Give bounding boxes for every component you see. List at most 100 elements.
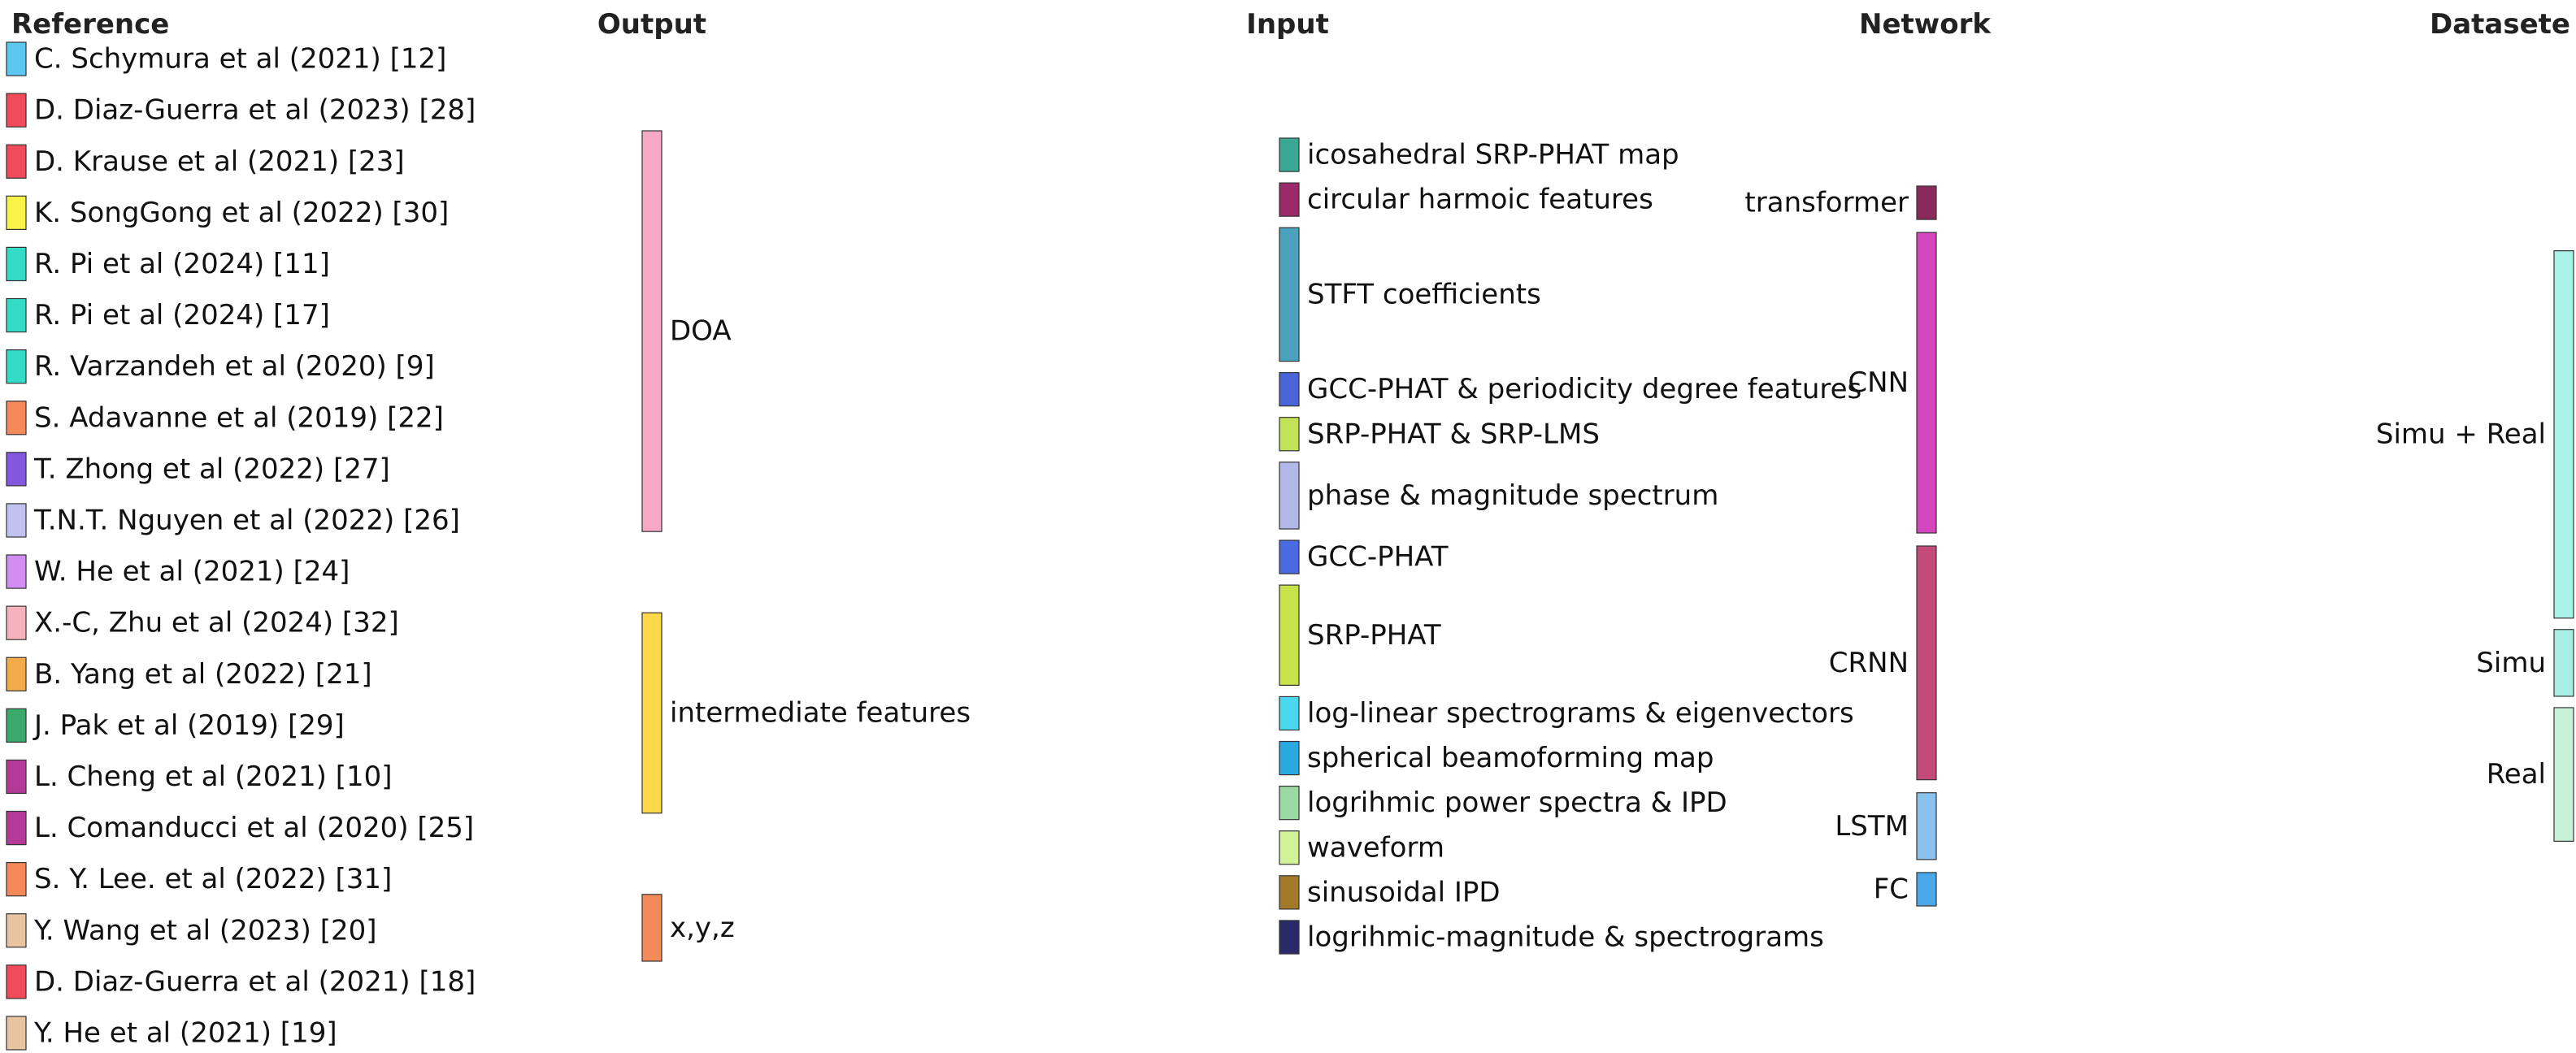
- link-doa-to-i3: [662, 197, 1279, 327]
- node-label-i14: logrihmic-magnitude & spectrograms: [1307, 921, 1824, 953]
- node-label-i7: GCC-PHAT: [1307, 541, 1449, 574]
- node-r13[interactable]: [6, 656, 27, 691]
- node-xyz[interactable]: [641, 894, 662, 962]
- link-transformer-to-simureal: [1936, 186, 2554, 284]
- node-label-r5: R. Pi et al (2024) [11]: [34, 248, 330, 280]
- node-i13[interactable]: [1279, 875, 1300, 910]
- node-lstm[interactable]: [1916, 792, 1937, 860]
- node-i2[interactable]: [1279, 182, 1300, 217]
- node-fc[interactable]: [1916, 872, 1937, 907]
- node-label-r1: C. Schymura et al (2021) [12]: [34, 43, 446, 76]
- node-cnn[interactable]: [1916, 232, 1937, 534]
- column-title-output: Output: [597, 8, 706, 41]
- node-r14[interactable]: [6, 708, 27, 743]
- node-i12[interactable]: [1279, 830, 1300, 865]
- link-crnn-to-simureal: [1936, 484, 2554, 613]
- node-r20[interactable]: [6, 1016, 27, 1051]
- node-label-r9: T. Zhong et al (2022) [27]: [33, 453, 390, 485]
- node-label-r6: R. Pi et al (2024) [17]: [34, 299, 330, 332]
- node-r11[interactable]: [6, 554, 27, 589]
- link-doa-to-i4: [662, 298, 1279, 406]
- node-i7[interactable]: [1279, 540, 1300, 574]
- node-label-i13: sinusoidal IPD: [1307, 876, 1501, 908]
- link-doa-to-i9: [662, 465, 1279, 730]
- link-inter-to-i3: [662, 328, 1279, 647]
- node-i1[interactable]: [1279, 137, 1300, 172]
- node-i11[interactable]: [1279, 785, 1300, 821]
- node-r17[interactable]: [6, 861, 27, 897]
- node-r12[interactable]: [6, 605, 27, 640]
- node-label-doa: DOA: [670, 315, 732, 348]
- node-label-cnn: CNN: [1848, 366, 1909, 399]
- node-label-transformer: transformer: [1744, 187, 1909, 219]
- node-label-i10: spherical beamoforming map: [1307, 742, 1714, 774]
- node-label-r11: W. He et al (2021) [24]: [34, 556, 350, 588]
- node-label-simu: Simu: [2476, 647, 2546, 679]
- node-transformer[interactable]: [1916, 185, 1937, 220]
- link-inter-to-i12: [662, 747, 1279, 864]
- link-cnn-to-real: [1936, 466, 2554, 741]
- node-label-r20: Y. He et al (2021) [19]: [33, 1016, 337, 1049]
- link-crnn-to-real: [1936, 646, 2554, 808]
- node-r9[interactable]: [6, 452, 27, 487]
- node-label-r8: S. Adavanne et al (2019) [22]: [34, 401, 444, 434]
- node-label-r15: L. Cheng et al (2021) [10]: [34, 760, 393, 793]
- link-xyz-to-i8: [662, 652, 1279, 928]
- node-i10[interactable]: [1279, 740, 1300, 776]
- column-title-dataset: Datasete: [2430, 8, 2570, 41]
- node-label-r10: T.N.T. Nguyen et al (2022) [26]: [33, 504, 460, 536]
- node-r6[interactable]: [6, 297, 27, 333]
- node-label-i5: SRP-PHAT & SRP-LMS: [1307, 418, 1600, 450]
- node-r3[interactable]: [6, 144, 27, 179]
- link-doa-to-i1: [662, 131, 1279, 171]
- node-label-i4: GCC-PHAT & periodicity degree features: [1307, 373, 1861, 405]
- link-lstm-to-real: [1936, 808, 2554, 860]
- node-r5[interactable]: [6, 246, 27, 282]
- node-r7[interactable]: [6, 349, 27, 384]
- node-i4[interactable]: [1279, 372, 1300, 407]
- node-r15[interactable]: [6, 759, 27, 795]
- node-r4[interactable]: [6, 195, 27, 231]
- node-label-r4: K. SongGong et al (2022) [30]: [34, 197, 449, 229]
- node-inter[interactable]: [641, 612, 662, 814]
- link-doa-to-i6: [662, 365, 1279, 529]
- node-i6[interactable]: [1279, 462, 1300, 530]
- node-label-r7: R. Varzandeh et al (2020) [9]: [34, 350, 435, 383]
- link-inter-to-i8: [662, 585, 1279, 713]
- node-simureal[interactable]: [2553, 250, 2574, 619]
- node-label-r16: L. Comanducci et al (2020) [25]: [34, 812, 474, 844]
- node-label-r17: S. Y. Lee. et al (2022) [31]: [34, 863, 392, 895]
- node-real[interactable]: [2553, 707, 2574, 842]
- node-r1[interactable]: [6, 41, 27, 76]
- node-r19[interactable]: [6, 964, 27, 999]
- node-label-fc: FC: [1874, 873, 1909, 905]
- node-crnn[interactable]: [1916, 545, 1937, 781]
- node-label-i12: waveform: [1307, 831, 1444, 864]
- node-r18[interactable]: [6, 913, 27, 948]
- node-label-crnn: CRNN: [1829, 647, 1909, 679]
- link-crnn-to-simu: [1936, 613, 2554, 696]
- node-r10[interactable]: [6, 503, 27, 538]
- node-label-simureal: Simu + Real: [2376, 418, 2546, 451]
- node-r16[interactable]: [6, 810, 27, 846]
- node-r2[interactable]: [6, 93, 27, 128]
- node-label-real: Real: [2487, 758, 2546, 791]
- node-label-inter: intermediate features: [670, 697, 971, 730]
- node-i14[interactable]: [1279, 920, 1300, 955]
- node-label-r12: X.-C, Zhu et al (2024) [32]: [34, 607, 399, 639]
- node-label-i8: SRP-PHAT: [1307, 619, 1441, 652]
- node-label-i11: logrihmic power spectra & IPD: [1307, 786, 1727, 819]
- node-i3[interactable]: [1279, 227, 1300, 362]
- link-inter-to-i13: [662, 780, 1279, 909]
- node-label-i6: phase & magnitude spectrum: [1307, 479, 1718, 512]
- node-doa[interactable]: [641, 130, 662, 532]
- node-i5[interactable]: [1279, 417, 1300, 452]
- link-fc-to-simureal: [1936, 585, 2554, 906]
- column-title-input: Input: [1246, 8, 1329, 41]
- node-simu[interactable]: [2553, 629, 2574, 697]
- node-r8[interactable]: [6, 401, 27, 436]
- node-i8[interactable]: [1279, 584, 1300, 686]
- node-label-r13: B. Yang et al (2022) [21]: [34, 658, 372, 691]
- node-i9[interactable]: [1279, 696, 1300, 731]
